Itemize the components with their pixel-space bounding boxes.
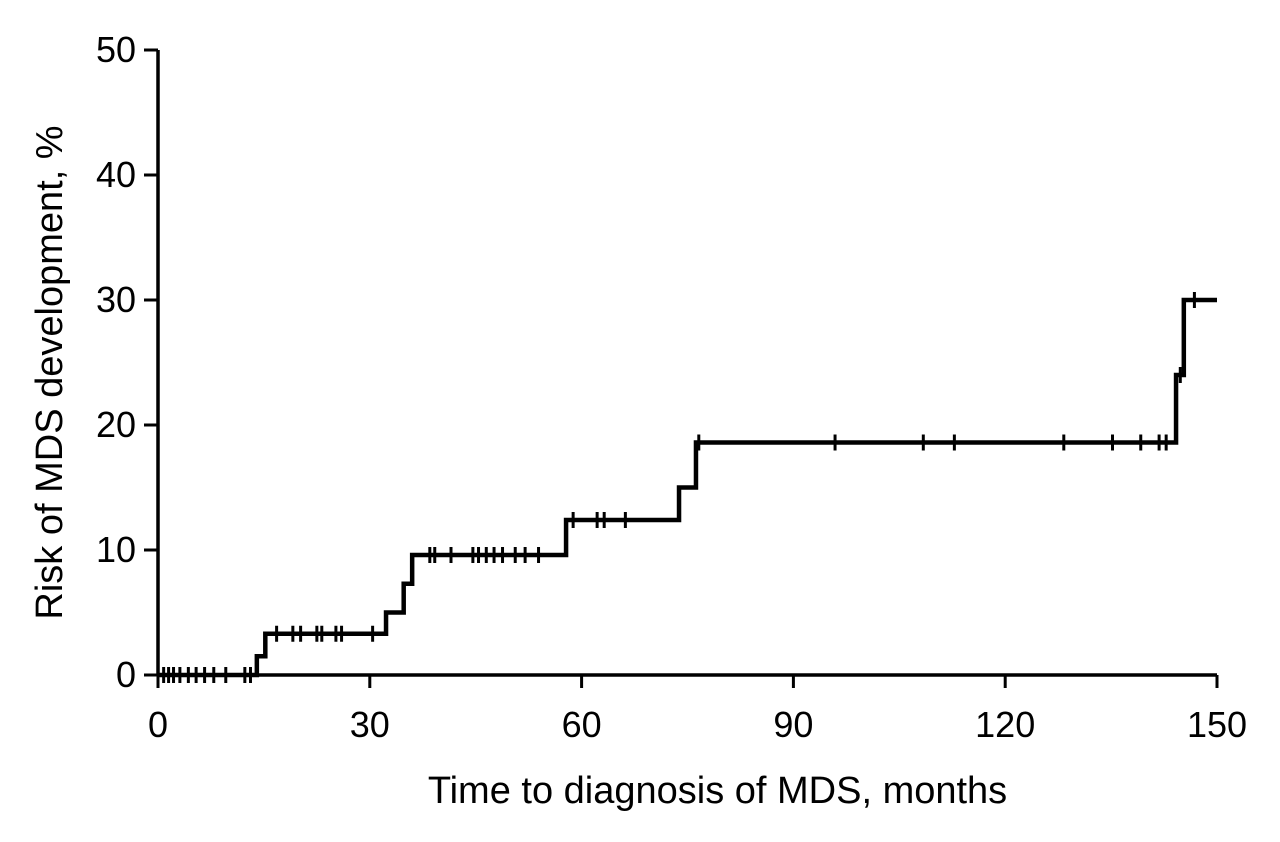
x-tick-label: 120 (975, 704, 1035, 745)
y-axis-title: Risk of MDS development, % (29, 125, 71, 619)
y-tick-label: 10 (96, 529, 136, 570)
x-tick-label: 60 (562, 704, 602, 745)
series-group (158, 297, 1217, 678)
x-axis: 0 30 60 90 120 150 (148, 673, 1247, 745)
y-tick-label: 30 (96, 279, 136, 320)
x-tick-label: 0 (148, 704, 168, 745)
y-axis: 0 10 20 30 40 50 (96, 29, 160, 695)
x-tick-label: 90 (773, 704, 813, 745)
x-tick-label: 30 (350, 704, 390, 745)
y-tick-label: 0 (116, 654, 136, 695)
y-tick-label: 40 (96, 154, 136, 195)
y-tick-label: 20 (96, 404, 136, 445)
x-tick-label: 150 (1187, 704, 1247, 745)
y-tick-label: 50 (96, 29, 136, 70)
x-axis-title: Time to diagnosis of MDS, months (428, 770, 1007, 812)
series-line (158, 297, 1217, 678)
censor-marks (162, 292, 1196, 683)
